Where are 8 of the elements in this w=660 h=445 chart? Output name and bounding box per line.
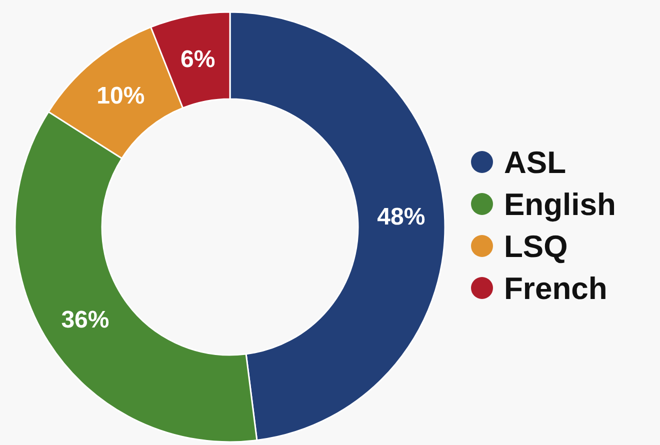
data-label: 6% [180, 46, 216, 73]
data-label: 36% [61, 306, 110, 334]
legend-label: ASL [504, 144, 566, 180]
data-label: 10% [96, 82, 145, 110]
legend-label: French [504, 270, 608, 306]
legend-label: English [504, 186, 616, 222]
legend-label: LSQ [504, 228, 568, 264]
data-label: 48% [377, 204, 426, 231]
